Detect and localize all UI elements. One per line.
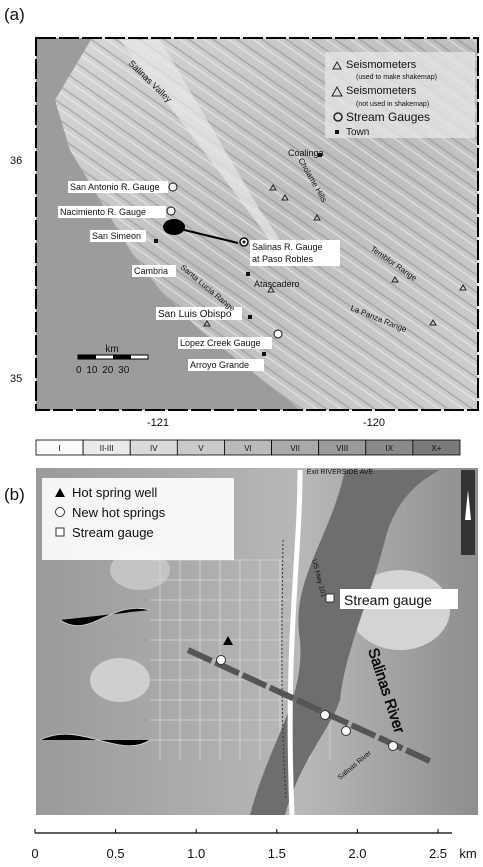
legend-label: Hot spring well (72, 485, 157, 500)
legend-note: (used to make shakemap) (356, 74, 437, 81)
intensity-label: I (58, 444, 60, 453)
place-label: Nacimiento R. Gauge (60, 207, 146, 217)
scale-label: 2.5 (429, 846, 447, 861)
scale-bar (113, 355, 131, 359)
legend-note: (not used in shakemap) (356, 101, 429, 108)
place-label: San Luis Obispo (158, 309, 232, 320)
stream-gauge (326, 594, 334, 602)
legend-label: Stream gauge (72, 525, 154, 540)
legend-symbol (335, 130, 339, 134)
town (154, 239, 158, 243)
town (262, 352, 266, 356)
legend-symbol (56, 528, 64, 536)
intensity-label: VI (244, 444, 252, 453)
legend-label: Town (346, 127, 369, 138)
intensity-label: VIII (336, 444, 348, 453)
panel-label: (b) (4, 485, 25, 504)
legend-label: Seismometers (346, 85, 417, 97)
scale-unit: km (105, 344, 118, 355)
intensity-label: IV (150, 444, 158, 453)
legend-label: New hot springs (72, 505, 166, 520)
place-label: Cambria (134, 266, 168, 276)
legend-label: Stream Gauges (346, 110, 430, 124)
scale-label: 1.5 (268, 846, 286, 861)
epicenter (163, 219, 185, 235)
intensity-label: V (198, 444, 204, 453)
figure: (a) 36 35 -121 -120 Seismometers (used t… (0, 0, 483, 867)
scale-unit: km (459, 846, 476, 861)
place-label: at Paso Robles (252, 254, 314, 264)
lon-tick: -120 (363, 417, 385, 429)
town (246, 272, 250, 276)
scale-label: 0 (31, 846, 38, 861)
legend-symbol (56, 508, 65, 517)
place-label: Arroyo Grande (190, 360, 249, 370)
lat-tick: 35 (10, 373, 22, 385)
scale-ticks: 0 10 20 30 (76, 365, 130, 376)
panel-a: (a) 36 35 -121 -120 Seismometers (used t… (4, 5, 478, 455)
scale-bar (78, 355, 96, 359)
intensity-label: VII (290, 444, 300, 453)
gauge (274, 330, 282, 338)
place-label: San Simeon (92, 231, 141, 241)
intensity-label: X+ (431, 444, 441, 453)
scale-label: 0.5 (107, 846, 125, 861)
intensity-scale: I II-III IV V VI VII VIII IX X+ (36, 440, 460, 455)
scale-label: 1.0 (187, 846, 205, 861)
place-label: Lopez Creek Gauge (180, 338, 261, 348)
place-label: Salinas R. Gauge (252, 242, 323, 252)
gauge (169, 183, 177, 191)
intensity-label: IX (386, 444, 394, 453)
gauge (243, 241, 246, 244)
legend-label: Seismometers (346, 59, 417, 71)
town (318, 153, 322, 157)
place-label: Atascadero (254, 279, 300, 289)
scale-ticks: 0 0.5 1.0 1.5 2.0 2.5 km (31, 829, 476, 861)
terrain (90, 658, 150, 702)
panel-b: (b) Exit RIVERSIDE AVE US Hwy 101 Salina… (4, 468, 478, 861)
lat-tick: 36 (10, 155, 22, 167)
town (248, 315, 252, 319)
place-label: San Antonio R. Gauge (70, 182, 160, 192)
place-label: Exit RIVERSIDE AVE (307, 469, 374, 476)
scale-label: 2.0 (348, 846, 366, 861)
lon-tick: -121 (147, 417, 169, 429)
intensity-label: II-III (100, 444, 114, 453)
gauge (167, 207, 175, 215)
panel-label: (a) (4, 5, 25, 24)
place-label: Stream gauge (344, 592, 432, 608)
